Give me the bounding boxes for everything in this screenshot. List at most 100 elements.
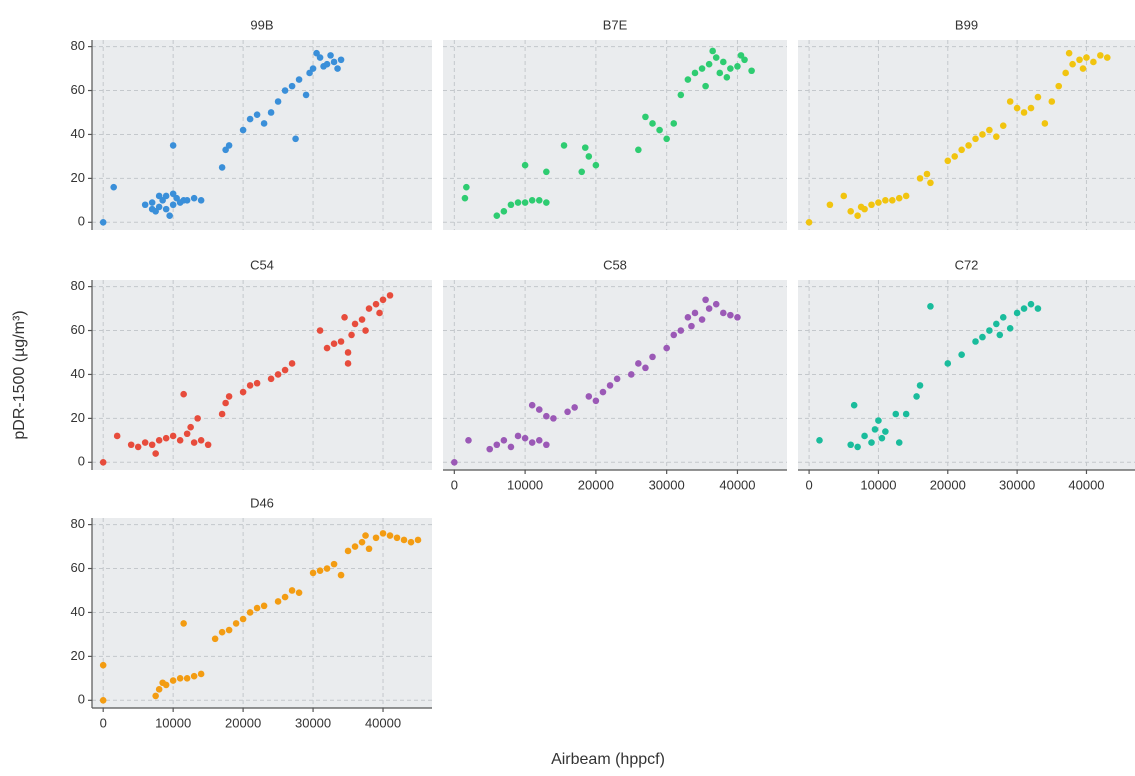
point — [141, 439, 149, 446]
point — [986, 126, 993, 134]
point — [965, 142, 972, 149]
point — [723, 74, 731, 81]
point — [902, 192, 910, 200]
point — [362, 532, 369, 539]
point — [1103, 54, 1111, 61]
point — [372, 534, 380, 542]
point — [585, 393, 593, 400]
point — [400, 536, 408, 544]
x-tick-label: 20000 — [578, 477, 614, 492]
point — [958, 146, 965, 154]
point — [187, 423, 194, 431]
point — [169, 190, 177, 198]
point — [663, 135, 670, 143]
point — [1013, 309, 1021, 317]
panel-background — [798, 280, 1135, 470]
point — [627, 371, 635, 378]
point — [1006, 325, 1014, 332]
point — [99, 459, 107, 466]
point — [684, 314, 692, 321]
point — [861, 432, 868, 440]
point — [323, 344, 331, 352]
point — [1079, 65, 1087, 72]
point — [169, 201, 177, 209]
y-tick-label: 20 — [71, 410, 85, 425]
point — [840, 192, 848, 200]
point — [211, 635, 219, 643]
y-tick-label: 60 — [71, 82, 85, 97]
point — [295, 589, 303, 596]
y-axis-label: pDR-1500 (µg/m³) — [11, 310, 28, 439]
point — [635, 360, 642, 367]
point — [500, 437, 508, 444]
point — [521, 434, 529, 442]
point — [365, 305, 373, 312]
point — [871, 426, 879, 433]
x-axis-label: Airbeam (hppcf) — [551, 751, 665, 768]
point — [239, 615, 247, 623]
point — [705, 60, 713, 68]
point — [337, 338, 345, 345]
point — [688, 322, 695, 330]
point — [944, 157, 952, 165]
point — [288, 82, 296, 90]
point — [514, 432, 522, 440]
point — [916, 382, 924, 389]
point — [999, 122, 1007, 129]
panel-background — [443, 280, 787, 470]
point — [239, 388, 247, 396]
point — [190, 439, 198, 446]
y-tick-label: 80 — [71, 516, 85, 531]
point — [564, 408, 571, 416]
point — [878, 434, 886, 442]
point — [1013, 104, 1021, 112]
point — [260, 120, 268, 127]
point — [1076, 56, 1083, 64]
point — [613, 375, 621, 383]
point — [316, 567, 324, 575]
point — [649, 353, 656, 361]
point — [571, 404, 578, 411]
point — [393, 534, 401, 542]
y-tick-label: 60 — [71, 322, 85, 337]
point — [180, 197, 187, 204]
point — [162, 192, 170, 200]
point — [461, 194, 469, 202]
point — [986, 327, 993, 334]
point — [979, 131, 986, 138]
panel-title: B7E — [603, 17, 628, 32]
point — [727, 65, 734, 72]
x-tick-label: 40000 — [365, 715, 401, 730]
point — [316, 327, 324, 334]
x-tick-label: 30000 — [649, 477, 685, 492]
point — [225, 142, 233, 149]
point — [309, 65, 317, 72]
point — [302, 91, 310, 99]
point — [737, 52, 745, 59]
point — [1020, 305, 1028, 312]
point — [225, 393, 233, 400]
point — [861, 205, 868, 213]
point — [734, 63, 741, 70]
point — [218, 164, 226, 171]
point — [113, 432, 121, 440]
point — [979, 333, 986, 341]
point — [225, 626, 233, 634]
point — [176, 437, 184, 444]
point — [521, 161, 529, 169]
point — [993, 320, 1000, 328]
x-tick-label: 10000 — [507, 477, 543, 492]
point — [239, 126, 247, 134]
point — [183, 430, 191, 438]
point — [889, 197, 896, 204]
point — [110, 183, 117, 191]
point — [642, 364, 649, 372]
point — [169, 677, 177, 684]
panel-background — [92, 518, 432, 708]
y-tick-label: 20 — [71, 170, 85, 185]
point — [868, 201, 875, 209]
point — [232, 620, 240, 627]
point — [599, 388, 607, 396]
point — [218, 628, 226, 636]
